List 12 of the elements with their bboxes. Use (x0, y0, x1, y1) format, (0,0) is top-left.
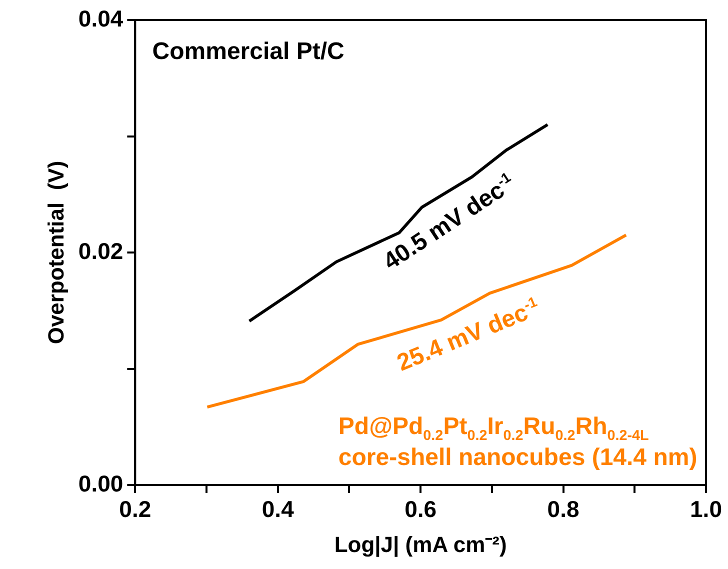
x-tick-label: 0.8 (547, 496, 580, 522)
y-tick-label: 0.02 (78, 238, 124, 264)
x-tick-label: 0.6 (404, 496, 437, 522)
x-axis-title: Log|J| (mA cm⁻²) (334, 532, 507, 557)
y-tick-label: 0.00 (78, 470, 124, 496)
y-tick-label: 0.04 (78, 5, 124, 32)
x-tick-label: 1.0 (690, 496, 722, 522)
text: Commercial Pt/C (152, 38, 344, 65)
x-tick-label: 0.2 (119, 496, 152, 522)
y-axis-title: Overpotential (V) (43, 160, 68, 344)
text: Pd@Pd$_{0.2}$Pt$_{0.2}$Ir$_{0.2}$Ru$_{0.2}$Rh$_{0.2-4L}$ core-shell nanocubes (14.4 nm) (338, 413, 698, 471)
x-tick-label: 0.4 (262, 496, 294, 522)
